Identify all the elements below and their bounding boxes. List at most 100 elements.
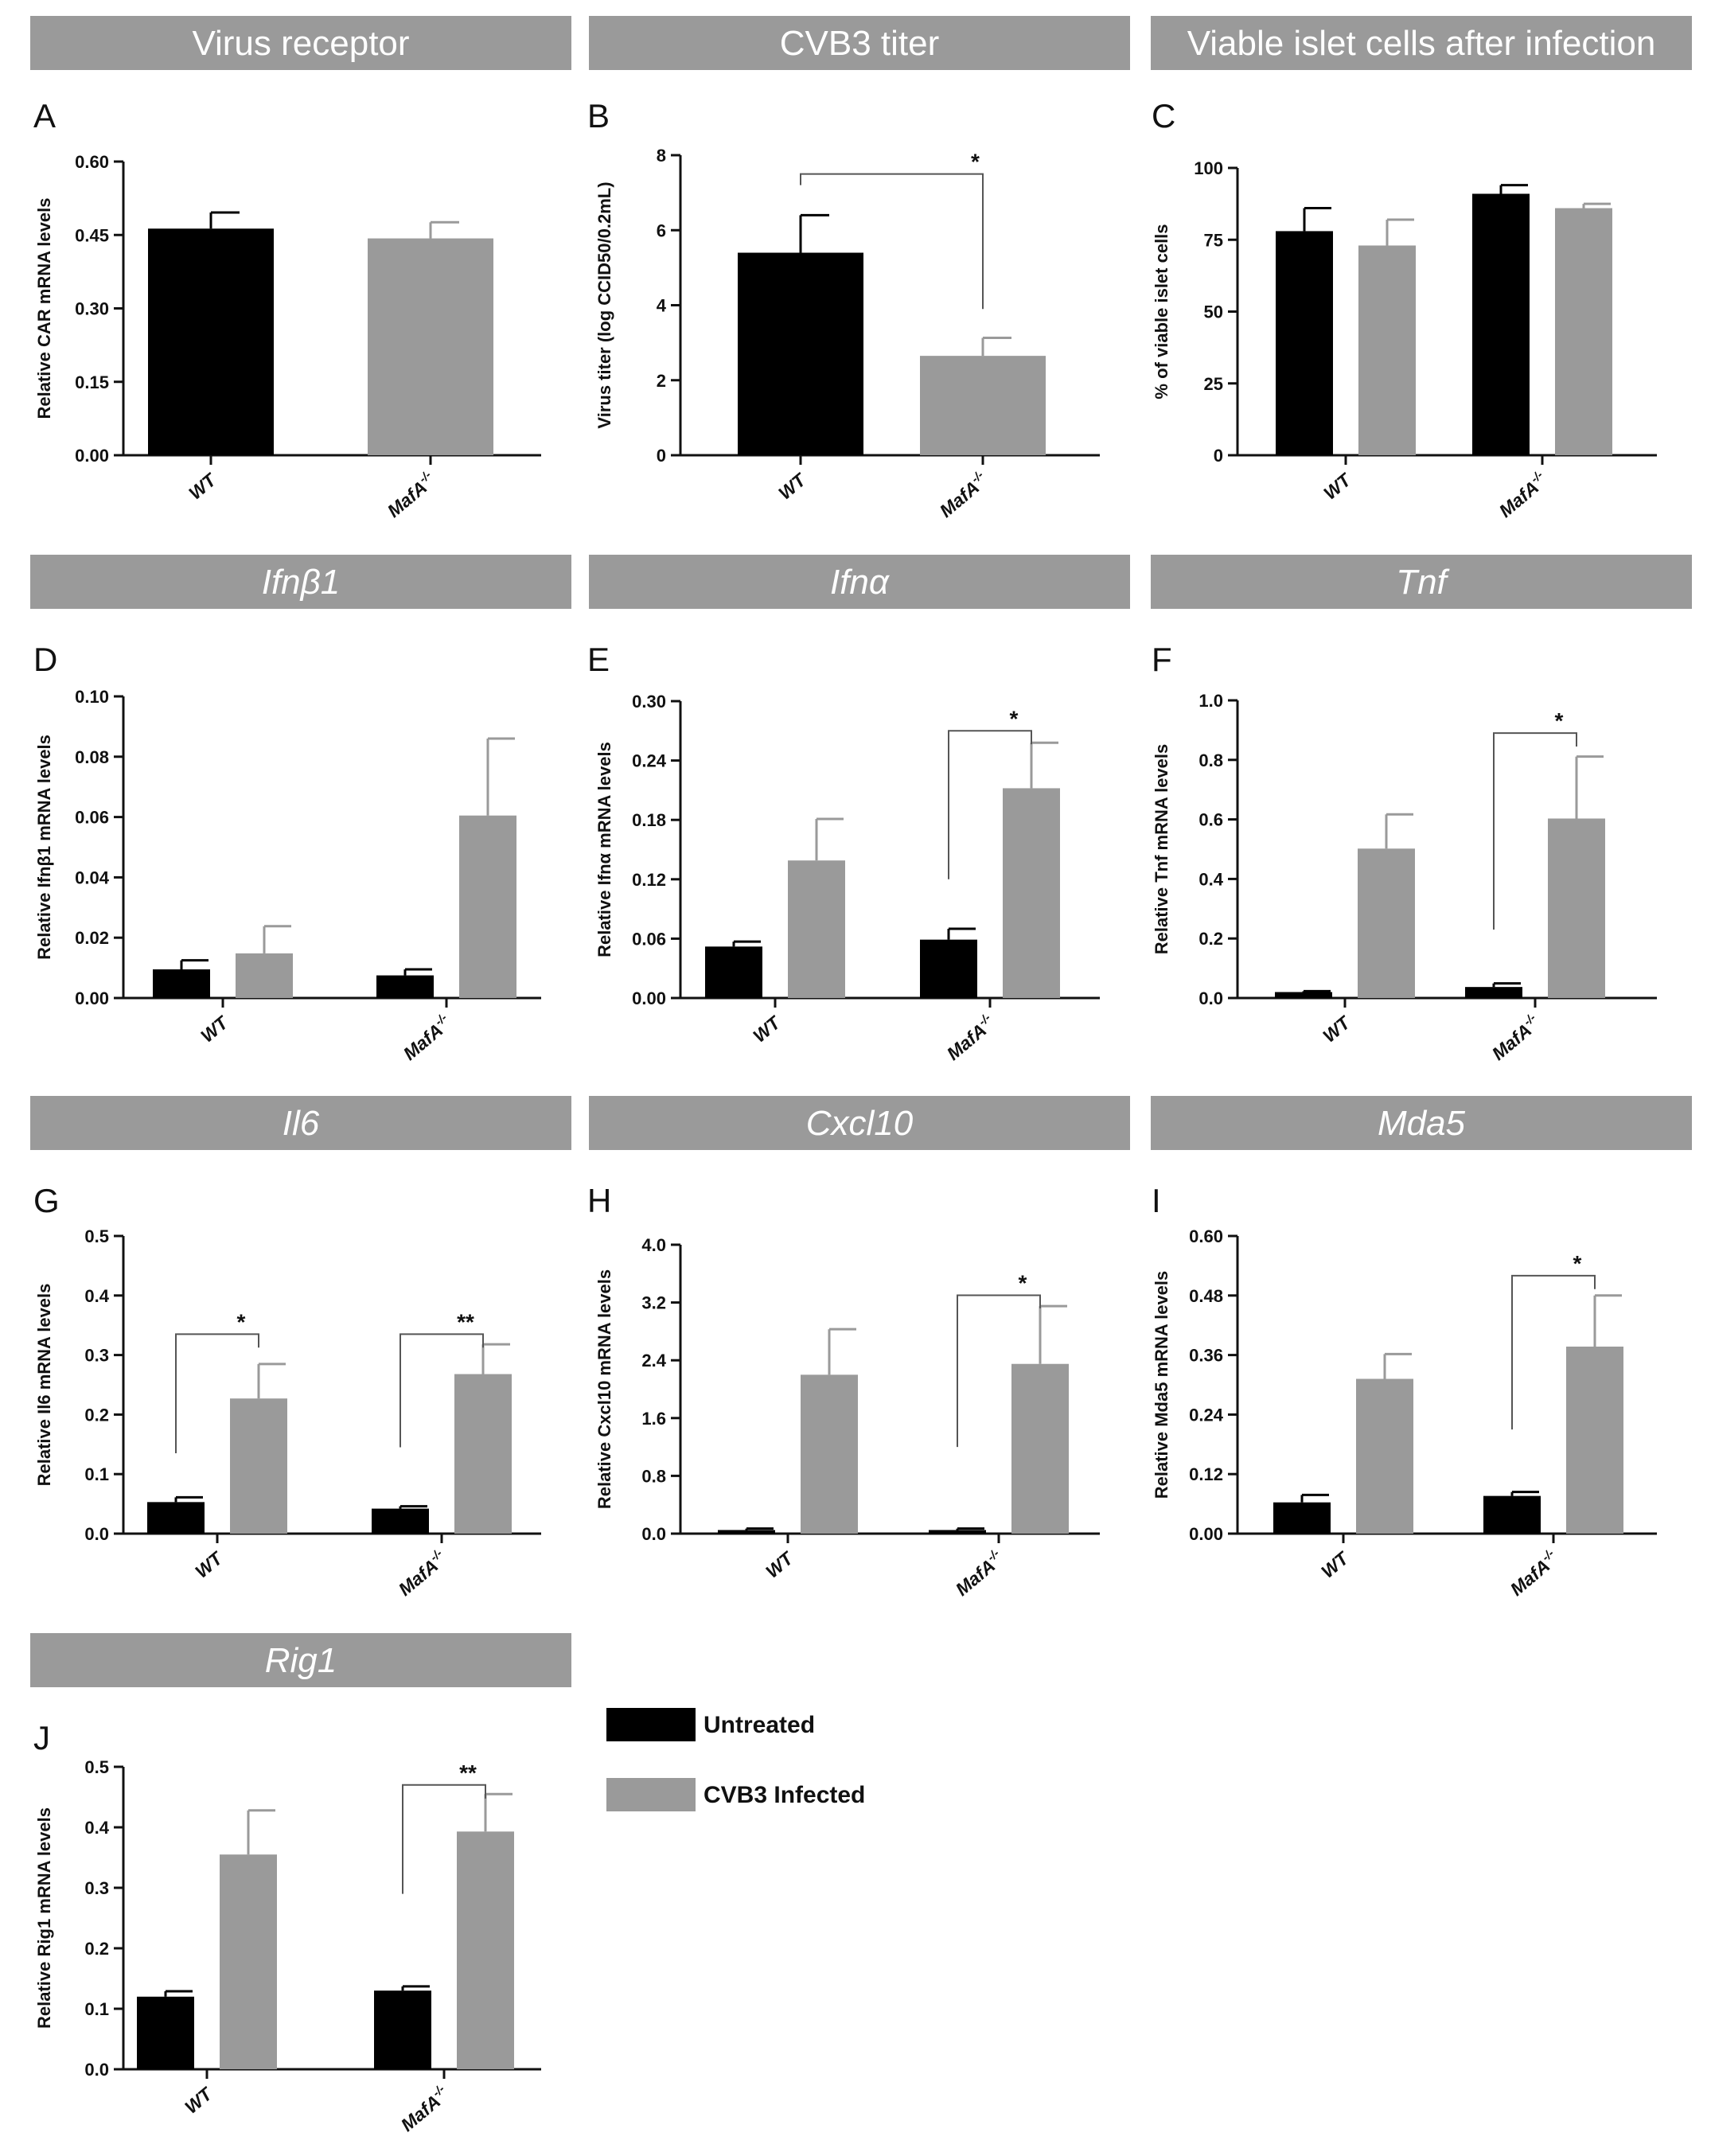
bar-untreated-mafa <box>374 1990 431 2069</box>
panel-letter: A <box>33 97 56 135</box>
y-tick-label: 0.4 <box>84 1286 109 1306</box>
bar-infected-mafa <box>1011 1363 1069 1534</box>
bar-untreated-wt <box>1273 1502 1331 1534</box>
legend-label-untreated: Untreated <box>703 1712 815 1738</box>
y-tick-label: 0.2 <box>1198 929 1223 949</box>
panel-header-text: Virus receptor <box>192 24 409 63</box>
panel-header-bar <box>30 555 571 609</box>
legend-swatch-infected <box>606 1778 696 1811</box>
panel-header-text: Tnf <box>1396 563 1450 602</box>
significance-marker: * <box>237 1309 246 1334</box>
y-tick-label: 0.5 <box>84 1757 109 1777</box>
x-category-label: WT <box>1317 1547 1354 1582</box>
y-tick-label: 0.00 <box>75 446 109 466</box>
bar-untreated-wt <box>1275 992 1332 998</box>
significance-marker: * <box>971 150 980 174</box>
panel-h: Cxcl10 H 0.0 0.8 1.6 2.4 3.2 4.0 Relative Cxcl10… <box>587 1096 1130 1600</box>
panel-letter: C <box>1152 97 1175 135</box>
x-category-label: WT <box>181 2083 217 2118</box>
y-tick-label: 0.00 <box>75 988 109 1008</box>
bar-wt <box>148 228 274 455</box>
x-category-label: MafA-/- <box>950 1546 1008 1600</box>
legend-label-infected: CVB3 Infected <box>703 1782 865 1808</box>
y-tick-label: 0.30 <box>75 299 109 319</box>
y-tick-label: 0.15 <box>75 372 109 392</box>
y-tick-label: 0.02 <box>75 928 109 948</box>
y-tick-label: 0.4 <box>84 1818 109 1838</box>
y-tick-label: 0.1 <box>84 1464 109 1484</box>
panel-letter: B <box>587 97 610 135</box>
significance-marker: * <box>1019 1271 1027 1296</box>
significance-bracket <box>399 1333 484 1448</box>
bar-infected-mafa <box>1566 1347 1623 1534</box>
bar-untreated-mafa <box>929 1530 986 1534</box>
bar-untreated-wt <box>718 1530 775 1534</box>
x-category-label: WT <box>185 469 221 504</box>
x-category-label: WT <box>749 1012 785 1047</box>
y-tick-label: 0.00 <box>1189 1524 1223 1544</box>
y-tick-label: 0.2 <box>84 1405 109 1425</box>
significance-marker: ** <box>459 1760 477 1785</box>
y-tick-label: 0.48 <box>1189 1286 1223 1306</box>
y-tick-label: 0.60 <box>75 152 109 172</box>
category-name: WT <box>1319 469 1356 504</box>
significance-bracket <box>1511 1274 1596 1430</box>
x-category-label: WT <box>1319 469 1356 504</box>
x-category-label: MafA-/- <box>1505 1546 1562 1600</box>
bar-infected-mafa <box>1555 208 1612 455</box>
y-tick-label: 0.0 <box>84 2060 109 2080</box>
panel-header-bar <box>1151 16 1692 70</box>
y-axis-label: Virus titer (log CCID50/0.2mL) <box>594 181 614 428</box>
y-tick-label: 0.06 <box>75 808 109 828</box>
significance-bracket <box>1493 732 1577 930</box>
y-tick-label: 2 <box>657 371 666 391</box>
y-axis-label: Relative Mda5 mRNA levels <box>1152 1271 1171 1499</box>
x-category-label: WT <box>191 1547 228 1582</box>
y-tick-label: 50 <box>1204 302 1223 322</box>
panel-g: Il6 G 0.0 0.1 0.2 0.3 0.4 0.5 Relative Il6 mRNA … <box>30 1096 571 1600</box>
y-tick-label: 0.0 <box>641 1524 666 1544</box>
y-tick-label: 0.8 <box>641 1466 666 1486</box>
y-axis-label: Relative CAR mRNA levels <box>34 198 54 419</box>
x-category-label: WT <box>762 1547 798 1582</box>
category-name: WT <box>1317 1547 1354 1582</box>
y-tick-label: 0.04 <box>75 867 110 887</box>
y-tick-label: 0.12 <box>632 870 666 890</box>
y-tick-label: 0.6 <box>1198 810 1223 830</box>
y-tick-label: 3.2 <box>641 1293 666 1313</box>
bar-infected-mafa <box>1548 818 1605 998</box>
x-category-label: MafA-/- <box>941 1011 999 1064</box>
panel-header-text: Ifnβ1 <box>262 563 341 602</box>
y-tick-label: 0.45 <box>75 225 109 245</box>
y-tick-label: 0.0 <box>1198 988 1223 1008</box>
panel-header-bar <box>1151 1096 1692 1150</box>
panel-header-text: Rig1 <box>265 1641 337 1680</box>
bar-untreated-wt <box>137 1996 194 2069</box>
bar-infected-wt <box>236 953 293 998</box>
panel-header-bar <box>589 16 1130 70</box>
bar-untreated-wt <box>705 946 762 998</box>
significance-marker: ** <box>457 1309 474 1334</box>
x-category-label: MafA-/- <box>382 468 439 521</box>
bar-infected-mafa <box>1003 788 1060 998</box>
y-tick-label: 0.06 <box>632 929 666 949</box>
category-name: WT <box>762 1547 798 1582</box>
bar-infected-wt <box>801 1374 858 1534</box>
panel-c: Viable islet cells after infection C 0 25 50… <box>1151 16 1692 521</box>
panel-d: Ifnβ1 D 0.00 0.02 0.04 0.06 0.08 0.10 Relative I… <box>30 555 571 1064</box>
bar-infected-wt <box>220 1854 277 2069</box>
y-tick-label: 0.5 <box>84 1226 109 1246</box>
x-category-label: MafA-/- <box>1494 468 1551 521</box>
panel-header-text: Viable islet cells after infection <box>1187 24 1656 63</box>
significance-bracket <box>957 1294 1041 1448</box>
significance-bracket <box>948 730 1032 879</box>
y-tick-label: 0.60 <box>1189 1226 1223 1246</box>
y-tick-label: 0.4 <box>1198 869 1223 889</box>
y-tick-label: 0.00 <box>632 988 666 1008</box>
y-tick-label: 75 <box>1204 230 1223 250</box>
bar-untreated-mafa <box>1465 987 1522 998</box>
y-tick-label: 0 <box>657 446 666 466</box>
y-tick-label: 0.8 <box>1198 751 1223 770</box>
bar-infected-wt <box>230 1398 287 1534</box>
panel-header-text: Ifnα <box>830 563 891 602</box>
